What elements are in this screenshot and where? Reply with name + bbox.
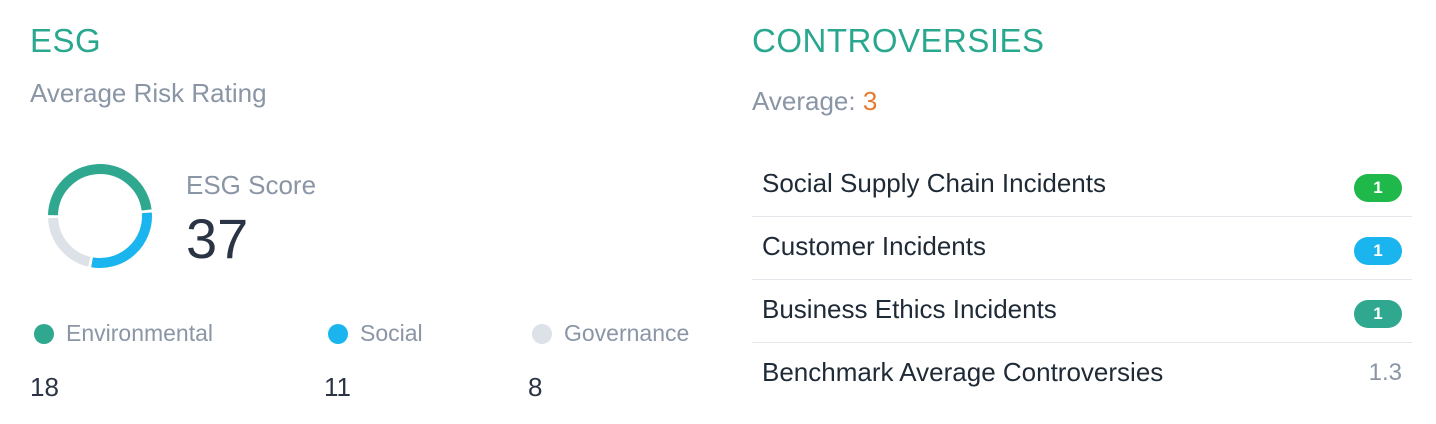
- social-value: 11: [324, 372, 351, 402]
- legend-social: Social: [328, 320, 423, 347]
- incident-row-customer[interactable]: Customer Incidents 1: [752, 217, 1412, 280]
- controversies-average: Average: 3: [752, 86, 877, 117]
- incident-count-badge: 1: [1354, 237, 1402, 265]
- environmental-value: 18: [30, 372, 59, 402]
- benchmark-value: 1.3: [1368, 359, 1402, 386]
- average-value: 3: [862, 86, 878, 116]
- esg-score-value: 37: [186, 207, 249, 270]
- benchmark-row: Benchmark Average Controversies 1.3: [752, 343, 1412, 405]
- incident-list: Social Supply Chain Incidents 1 Customer…: [752, 154, 1412, 405]
- incident-count-badge: 1: [1354, 300, 1402, 328]
- average-label: Average:: [752, 86, 856, 116]
- donut-segment-environmental: [48, 164, 152, 216]
- esg-title: ESG: [30, 22, 102, 59]
- governance-value: 8: [528, 372, 543, 402]
- incident-row-social-supply-chain[interactable]: Social Supply Chain Incidents 1: [752, 154, 1412, 217]
- controversies-panel: CONTROVERSIES Average: 3 Social Supply C…: [752, 0, 1412, 424]
- environmental-dot-icon: [34, 323, 54, 344]
- incident-count-badge: 1: [1354, 174, 1402, 202]
- benchmark-label: Benchmark Average Controversies: [762, 357, 1164, 387]
- incident-row-business-ethics[interactable]: Business Ethics Incidents 1: [752, 280, 1412, 343]
- environmental-label: Environmental: [66, 320, 214, 346]
- incident-label: Social Supply Chain Incidents: [762, 168, 1106, 198]
- esg-subtitle: Average Risk Rating: [30, 78, 267, 108]
- incident-label: Business Ethics Incidents: [762, 294, 1057, 324]
- donut-arcs: [48, 164, 152, 268]
- donut-segment-governance: [48, 217, 91, 267]
- legend-environmental: Environmental: [34, 320, 213, 347]
- esg-score-label: ESG Score: [186, 170, 317, 200]
- legend-governance: Governance: [532, 320, 689, 347]
- esg-panel: ESG Average Risk Rating ESG Score 37 Env…: [30, 0, 710, 424]
- esg-score-donut: [48, 164, 152, 268]
- governance-label: Governance: [564, 320, 690, 346]
- incident-label: Customer Incidents: [762, 231, 986, 261]
- social-label: Social: [360, 320, 423, 346]
- donut-segment-social: [91, 212, 152, 268]
- controversies-title: CONTROVERSIES: [752, 22, 1045, 59]
- social-dot-icon: [328, 323, 348, 344]
- governance-dot-icon: [532, 323, 552, 344]
